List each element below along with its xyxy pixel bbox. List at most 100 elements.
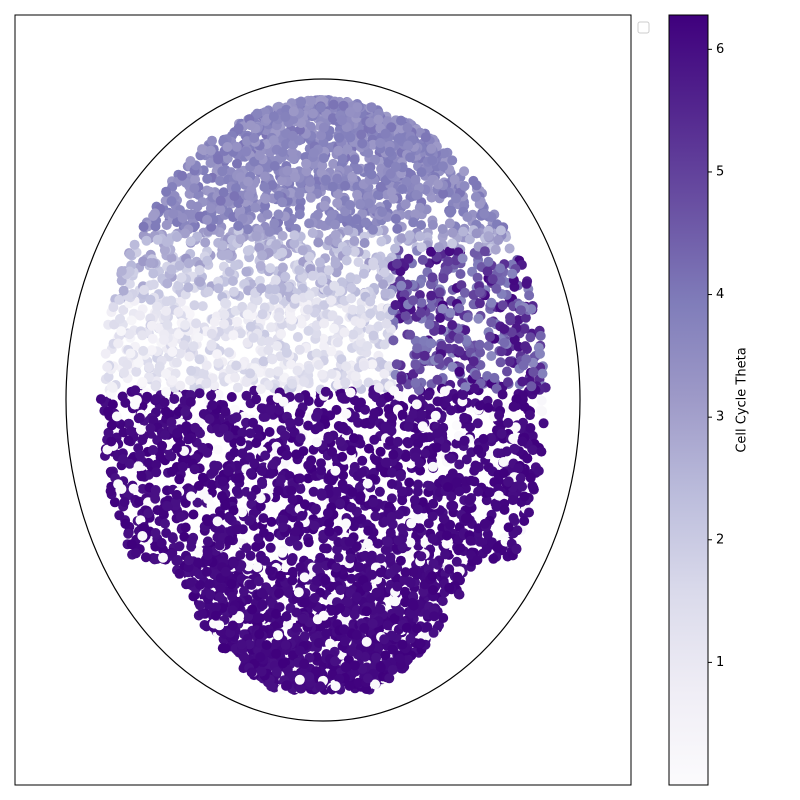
scatter-point <box>179 340 189 350</box>
scatter-point <box>310 593 320 603</box>
scatter-point <box>367 359 377 369</box>
scatter-point <box>280 431 290 441</box>
scatter-point <box>215 205 225 215</box>
scatter-point <box>195 265 205 275</box>
scatter-point <box>274 312 284 322</box>
scatter-point <box>234 123 244 133</box>
scatter-point <box>427 155 437 165</box>
scatter-point <box>298 245 308 255</box>
scatter-point <box>192 202 202 212</box>
scatter-point <box>522 279 532 289</box>
scatter-point <box>416 638 426 648</box>
scatter-point <box>222 142 232 152</box>
scatter-point <box>356 491 366 501</box>
scatter-point <box>134 461 144 471</box>
scatter-point <box>250 203 260 213</box>
scatter-point <box>186 491 196 501</box>
scatter-point <box>251 394 261 404</box>
scatter-point <box>535 349 545 359</box>
scatter-point <box>246 551 256 561</box>
scatter-point <box>244 516 254 526</box>
scatter-point <box>151 394 161 404</box>
scatter-point <box>426 291 436 301</box>
scatter-point <box>370 511 380 521</box>
scatter-point <box>367 551 377 561</box>
scatter-point <box>524 290 534 300</box>
scatter-point <box>157 538 167 548</box>
scatter-point <box>205 579 215 589</box>
scatter-point <box>359 269 369 279</box>
scatter-point <box>131 367 141 377</box>
scatter-point <box>207 339 217 349</box>
scatter-point <box>294 265 304 275</box>
scatter-point <box>454 486 464 496</box>
scatter-point <box>146 258 156 268</box>
scatter-point <box>335 437 345 447</box>
scatter-point <box>444 564 454 574</box>
scatter-point <box>415 231 425 241</box>
scatter-axes <box>15 15 631 785</box>
scatter-point <box>326 295 336 305</box>
scatter-point <box>317 370 327 380</box>
scatter-point <box>215 176 225 186</box>
scatter-point <box>229 287 239 297</box>
scatter-point <box>183 282 193 292</box>
scatter-point <box>502 367 512 377</box>
scatter-point <box>219 187 229 197</box>
scatter-point <box>408 217 418 227</box>
scatter-point <box>341 361 351 371</box>
scatter-point <box>295 209 305 219</box>
scatter-point <box>349 236 359 246</box>
scatter-point <box>462 212 472 222</box>
scatter-point <box>411 360 421 370</box>
scatter-point <box>265 427 275 437</box>
scatter-point <box>251 438 261 448</box>
scatter-point <box>150 554 160 564</box>
scatter-point <box>321 628 331 638</box>
scatter-point <box>428 272 438 282</box>
scatter-point <box>331 259 341 269</box>
scatter-point <box>135 311 145 321</box>
scatter-point <box>148 445 158 455</box>
scatter-point <box>438 423 448 433</box>
scatter-point <box>526 381 536 391</box>
scatter-point <box>417 298 427 308</box>
scatter-point <box>376 447 386 457</box>
scatter-point <box>386 552 396 562</box>
scatter-point <box>271 649 281 659</box>
scatter-point <box>445 218 455 228</box>
scatter-point <box>378 279 388 289</box>
scatter-point <box>433 396 443 406</box>
scatter-point <box>458 253 468 263</box>
scatter-point <box>289 106 299 116</box>
scatter-point <box>217 166 227 176</box>
scatter-point <box>209 461 219 471</box>
scatter-point <box>267 354 277 364</box>
scatter-point <box>248 418 258 428</box>
scatter-point <box>194 481 204 491</box>
scatter-point <box>295 189 305 199</box>
scatter-point <box>129 484 139 494</box>
scatter-point <box>207 329 217 339</box>
scatter-point <box>516 473 526 483</box>
scatter-point <box>380 267 390 277</box>
scatter-point <box>186 578 196 588</box>
scatter-point <box>273 486 283 496</box>
scatter-point <box>160 519 170 529</box>
scatter-point <box>369 331 379 341</box>
scatter-point <box>351 371 361 381</box>
scatter-point <box>335 498 345 508</box>
scatter-point <box>444 583 454 593</box>
scatter-point <box>245 368 255 378</box>
scatter-point <box>184 352 194 362</box>
scatter-point <box>369 408 379 418</box>
scatter-point <box>178 213 188 223</box>
scatter-point <box>323 508 333 518</box>
scatter-point <box>356 130 366 140</box>
scatter-point <box>428 499 438 509</box>
scatter-point <box>288 495 298 505</box>
scatter-point <box>475 401 485 411</box>
scatter-point <box>447 155 457 165</box>
scatter-point <box>217 491 227 501</box>
scatter-point <box>491 245 501 255</box>
